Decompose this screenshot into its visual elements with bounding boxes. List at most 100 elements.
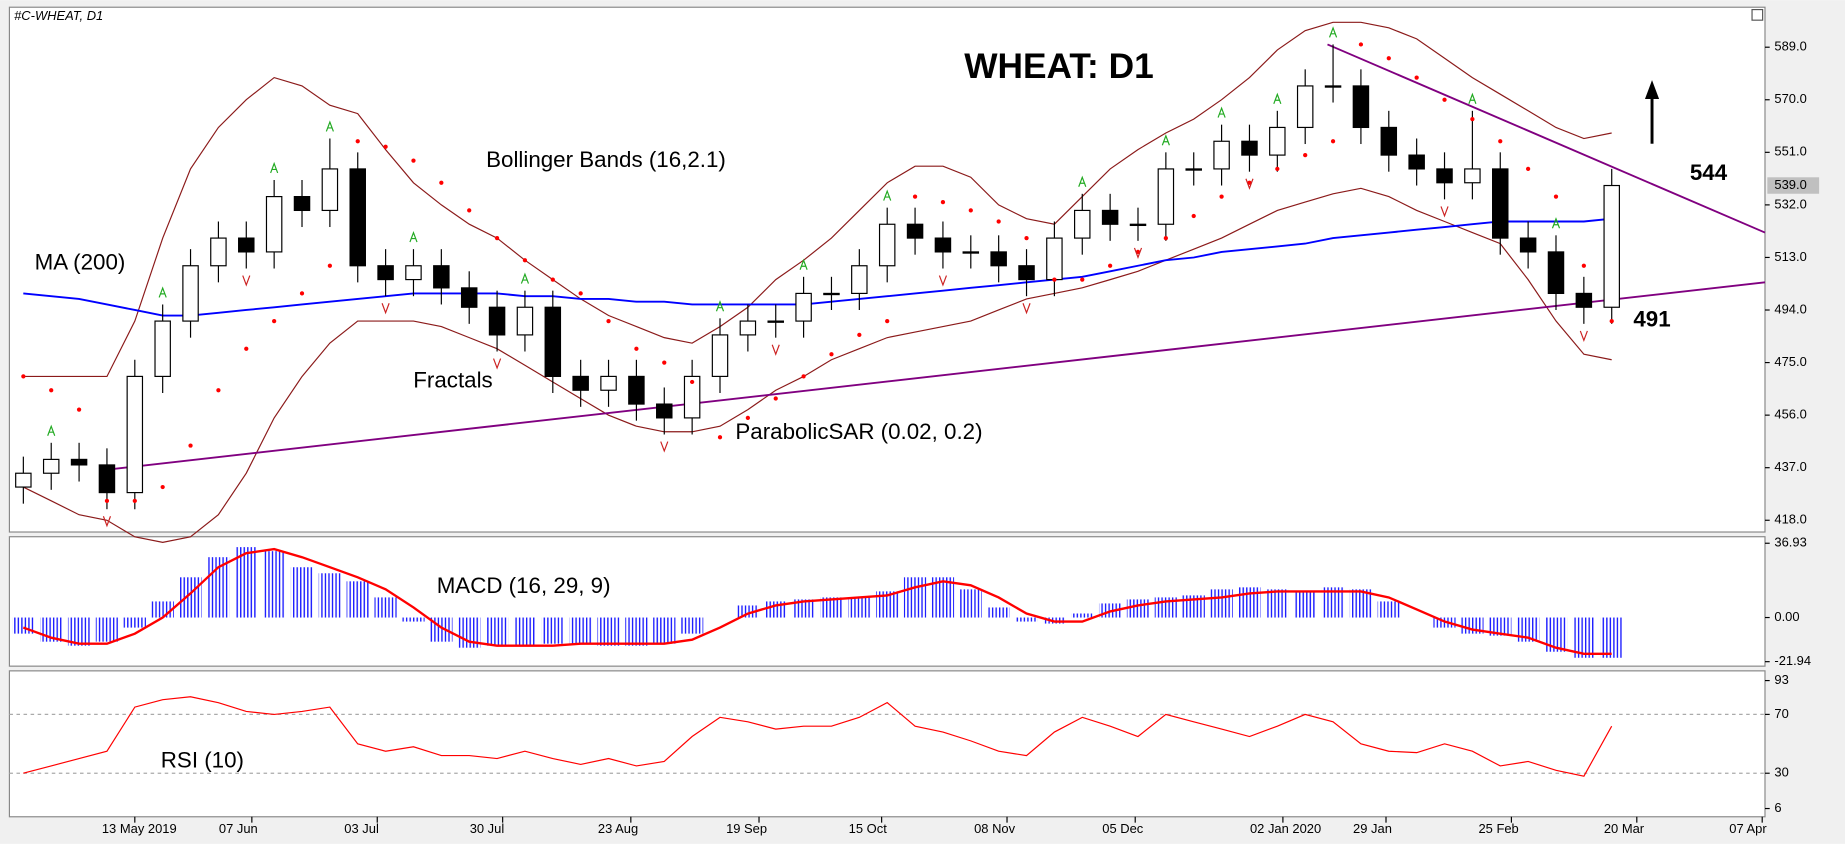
macd-bar <box>179 577 202 618</box>
candle-body <box>349 168 366 267</box>
sar-dot <box>244 346 249 351</box>
fractal-down <box>938 275 948 287</box>
candle-body <box>321 168 339 212</box>
fractal-up <box>47 424 56 436</box>
sar-dot <box>132 498 137 504</box>
x-tick-label: 29 Jan <box>1353 821 1392 836</box>
x-tick-label: 19 Sep <box>726 821 767 836</box>
macd-bar <box>1489 617 1512 636</box>
candle-body <box>154 320 171 377</box>
macd-bar <box>318 573 342 618</box>
x-tick-label: 07 Apr <box>1729 821 1767 836</box>
candle-body <box>126 375 144 494</box>
macd-bar <box>987 607 1010 618</box>
candle-body <box>1269 126 1286 156</box>
candle-body <box>70 458 88 466</box>
macd-bar <box>1349 589 1373 618</box>
y-tick-label: 570.0 <box>1774 91 1806 106</box>
candle-body <box>1519 237 1537 253</box>
candle-body <box>1157 168 1175 225</box>
macd-bar <box>569 617 592 644</box>
macd-bar <box>1294 591 1317 618</box>
candle-body <box>1074 209 1091 239</box>
sar-dot <box>1080 277 1085 282</box>
candle-body <box>767 320 784 323</box>
fractal-down <box>1133 247 1143 260</box>
sar-dot <box>1442 97 1447 102</box>
fractal-down <box>102 516 112 528</box>
sar-dot <box>1386 56 1391 61</box>
sar-dot <box>968 208 973 213</box>
macd-bar <box>513 617 537 646</box>
y-tick-label: 513.0 <box>1774 249 1806 264</box>
candle-body <box>1352 85 1370 129</box>
sar-dot <box>327 263 332 268</box>
candle-body <box>878 223 896 267</box>
last-price-box <box>1767 177 1820 194</box>
fractal-up <box>270 161 279 174</box>
sar-dot <box>76 407 82 412</box>
fractal-down <box>660 441 669 453</box>
sar-dot <box>21 374 26 379</box>
x-tick-label: 02 Jan 2020 <box>1250 821 1321 836</box>
candle-body <box>1241 140 1258 156</box>
sar-dot <box>1163 235 1168 241</box>
sar-dot <box>467 208 472 213</box>
window-button[interactable] <box>1751 8 1764 21</box>
sar-dot <box>996 219 1001 224</box>
candle-body <box>739 320 757 336</box>
macd-bar <box>820 597 843 618</box>
sar-dot <box>1414 75 1419 80</box>
macd-bar <box>374 597 397 618</box>
candle-body <box>711 334 729 377</box>
sar-dot <box>1219 194 1224 199</box>
sar-dot <box>1330 139 1336 144</box>
fractal-up <box>1217 106 1226 118</box>
y-tick-label: 551.0 <box>1774 144 1806 159</box>
bollinger-label: Bollinger Bands (16,2.1) <box>486 147 726 172</box>
fractal-up <box>158 286 167 298</box>
candle-body <box>15 472 32 488</box>
macd-bar <box>1516 617 1540 642</box>
candle-body <box>851 265 868 295</box>
fractal-up <box>1161 134 1170 146</box>
macd-bar <box>903 577 927 618</box>
bollinger-upper <box>23 21 1612 378</box>
sar-dot <box>1358 42 1364 47</box>
x-tick-label: 03 Jul <box>344 821 379 836</box>
x-tick-label: 23 Aug <box>598 821 638 836</box>
macd-bar <box>625 617 648 646</box>
sar-dot <box>690 379 695 385</box>
candle-body <box>544 306 562 377</box>
sar-dot <box>522 258 528 263</box>
sar-dot <box>662 360 667 365</box>
x-tick-label: 13 May 2019 <box>102 821 177 836</box>
fractal-down <box>1022 303 1031 315</box>
x-tick-label: 15 Oct <box>849 821 888 836</box>
candle-body <box>1296 85 1314 129</box>
macd-bar <box>262 551 286 618</box>
x-tick-label: 30 Jul <box>470 821 505 836</box>
macd-bar <box>1071 613 1094 618</box>
sar-dot <box>885 318 890 324</box>
candle-body <box>182 265 199 322</box>
fractal-up <box>1273 92 1282 104</box>
fractal-down <box>1440 206 1449 218</box>
candle-body <box>795 292 812 322</box>
rsi-title: RSI (10) <box>161 747 244 772</box>
candle-body <box>238 237 255 253</box>
y-tick-label: 456.0 <box>1774 407 1806 422</box>
macd-bar <box>1600 617 1623 658</box>
trendline <box>1327 43 1766 234</box>
sar-dot <box>578 291 583 296</box>
fractal-up <box>520 272 530 284</box>
candle-body <box>1213 140 1230 170</box>
sar-dot <box>1108 263 1113 268</box>
sar-dot <box>272 318 277 324</box>
sar-dot <box>801 374 806 379</box>
sar-dot <box>606 318 611 324</box>
sar-dot <box>940 200 946 205</box>
sar-dot <box>550 277 555 282</box>
y-tick-label: 532.0 <box>1774 196 1806 211</box>
